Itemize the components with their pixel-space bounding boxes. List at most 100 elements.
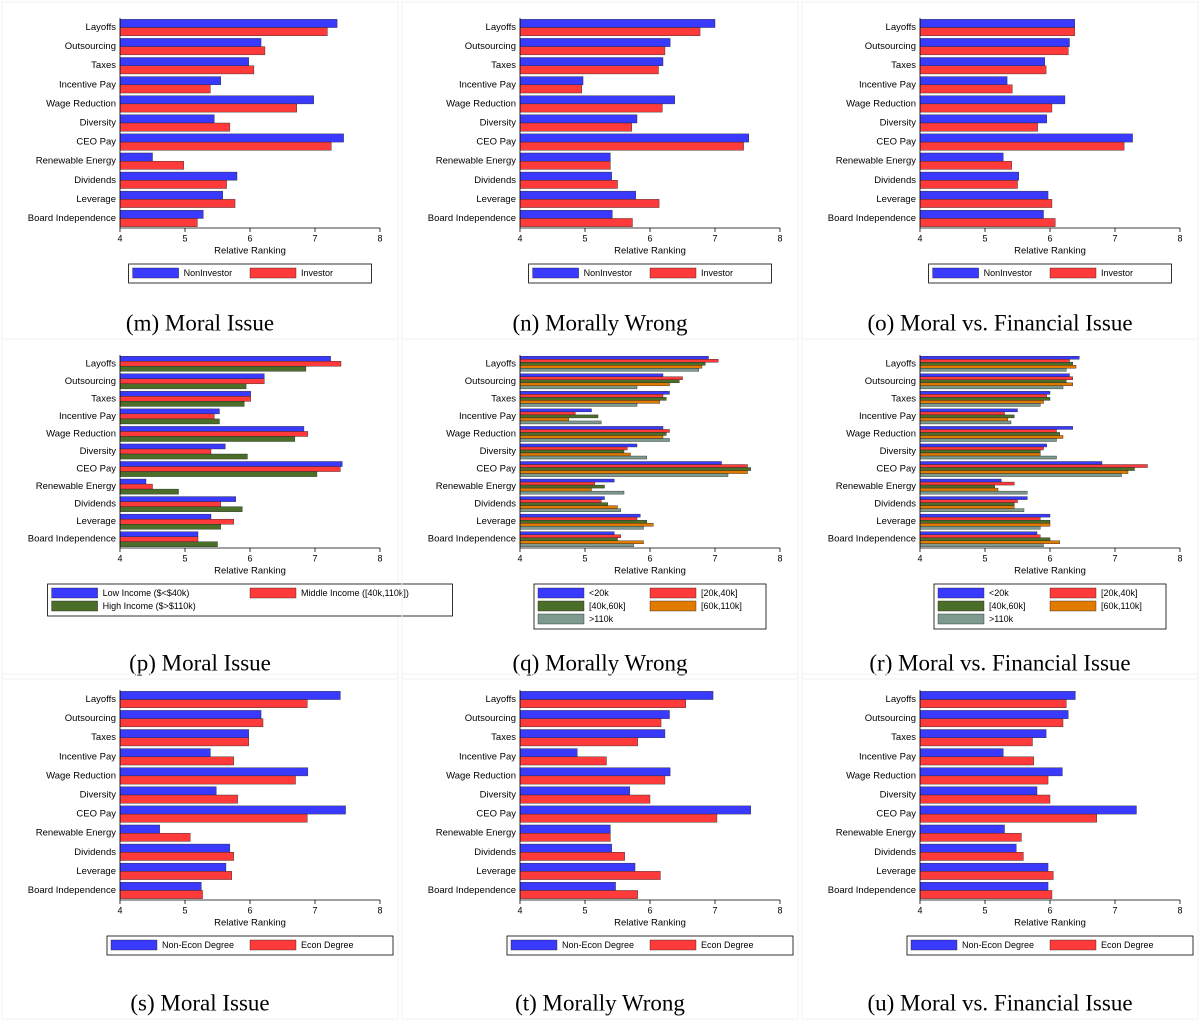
x-tick-label: 4 [117, 905, 122, 915]
bar [519, 356, 709, 360]
y-tick-label: Board Independence [28, 213, 116, 224]
legend-label: NonInvestor [584, 268, 633, 278]
bar [519, 379, 680, 384]
legend-label: [60k,110k] [701, 601, 742, 611]
bar [519, 218, 633, 227]
bar [119, 531, 199, 537]
bar [519, 496, 605, 500]
bar [119, 210, 204, 219]
x-tick-label: 7 [1112, 905, 1117, 915]
bar [119, 794, 238, 804]
bar [919, 408, 1018, 413]
y-tick-label: Diversity [80, 118, 117, 129]
bar [519, 449, 625, 454]
x-tick-label: 6 [1047, 233, 1052, 243]
bar [919, 737, 1033, 747]
bar [919, 411, 1005, 416]
bar [919, 505, 1015, 509]
bar [919, 537, 1051, 541]
caption: (t) Morally Wrong [515, 990, 685, 1015]
bar [919, 531, 1038, 535]
y-tick-label: Layoffs [486, 358, 517, 369]
bar [519, 426, 664, 430]
bar [919, 461, 1103, 465]
bar [919, 481, 1015, 486]
y-tick-label: Board Independence [828, 534, 916, 545]
y-tick-label: CEO Pay [876, 809, 916, 820]
x-tick-label: 4 [917, 553, 922, 563]
x-tick-label: 7 [712, 905, 717, 915]
bar [919, 813, 1098, 823]
x-tick-label: 5 [182, 905, 187, 915]
bar [119, 361, 342, 367]
bar [919, 57, 1046, 66]
bar [119, 729, 249, 738]
y-tick-label: Board Independence [428, 885, 516, 896]
bar [919, 540, 1060, 544]
x-tick-label: 7 [312, 233, 317, 243]
y-tick-label: Incentive Pay [859, 411, 916, 422]
bar [119, 401, 245, 407]
bar [519, 729, 666, 738]
bar [919, 426, 1073, 430]
panel-border [1, 673, 399, 1020]
bar [519, 537, 618, 541]
y-tick-label: Layoffs [86, 358, 117, 369]
y-tick-label: Taxes [491, 393, 516, 404]
bar [119, 27, 328, 36]
bar [919, 76, 1008, 86]
legend-swatch [51, 587, 98, 599]
legend-swatch [910, 939, 958, 951]
bar [519, 403, 638, 407]
bar [919, 699, 1067, 708]
legend-swatch [249, 267, 297, 279]
y-tick-label: CEO Pay [876, 464, 916, 475]
bar [119, 57, 249, 66]
bar [519, 531, 615, 535]
bar [919, 359, 1070, 363]
y-tick-label: Outsourcing [865, 41, 916, 52]
bar [919, 543, 1044, 547]
x-tick-label: 7 [312, 553, 317, 563]
bar [119, 114, 215, 124]
legend-swatch [937, 600, 985, 612]
x-tick-label: 6 [247, 905, 252, 915]
bar [519, 767, 671, 777]
legend-swatch [249, 587, 297, 599]
bar [919, 218, 1056, 227]
bar [119, 890, 203, 899]
y-tick-label: Incentive Pay [859, 79, 916, 90]
y-tick-label: CEO Pay [76, 809, 116, 820]
bar [519, 813, 718, 823]
y-tick-label: Dividends [874, 175, 916, 186]
bar [119, 699, 308, 708]
bar [119, 443, 226, 450]
bar [119, 775, 296, 785]
y-tick-label: Diversity [80, 790, 117, 801]
bar [119, 483, 153, 490]
bar [119, 378, 265, 385]
bar [519, 470, 748, 474]
bar [919, 478, 1002, 483]
bar [119, 190, 223, 200]
y-tick-label: CEO Pay [76, 464, 116, 475]
bar [519, 408, 592, 413]
legend-label: <20k [989, 588, 1009, 598]
legend-swatch [110, 939, 158, 951]
bar [919, 756, 1034, 766]
bar [919, 508, 1025, 512]
bar [919, 171, 1020, 181]
bar [119, 413, 215, 420]
bar [919, 470, 1129, 474]
x-tick-label: 7 [712, 233, 717, 243]
legend-swatch [1049, 600, 1097, 612]
y-tick-label: Wage Reduction [446, 428, 516, 439]
legend-swatch [537, 600, 585, 612]
bar [519, 805, 751, 815]
y-tick-label: Diversity [880, 446, 917, 457]
legend-swatch [649, 600, 697, 612]
y-tick-label: Dividends [874, 847, 916, 858]
x-tick-label: 8 [377, 905, 382, 915]
y-tick-label: Taxes [91, 60, 116, 71]
bar [519, 756, 607, 766]
